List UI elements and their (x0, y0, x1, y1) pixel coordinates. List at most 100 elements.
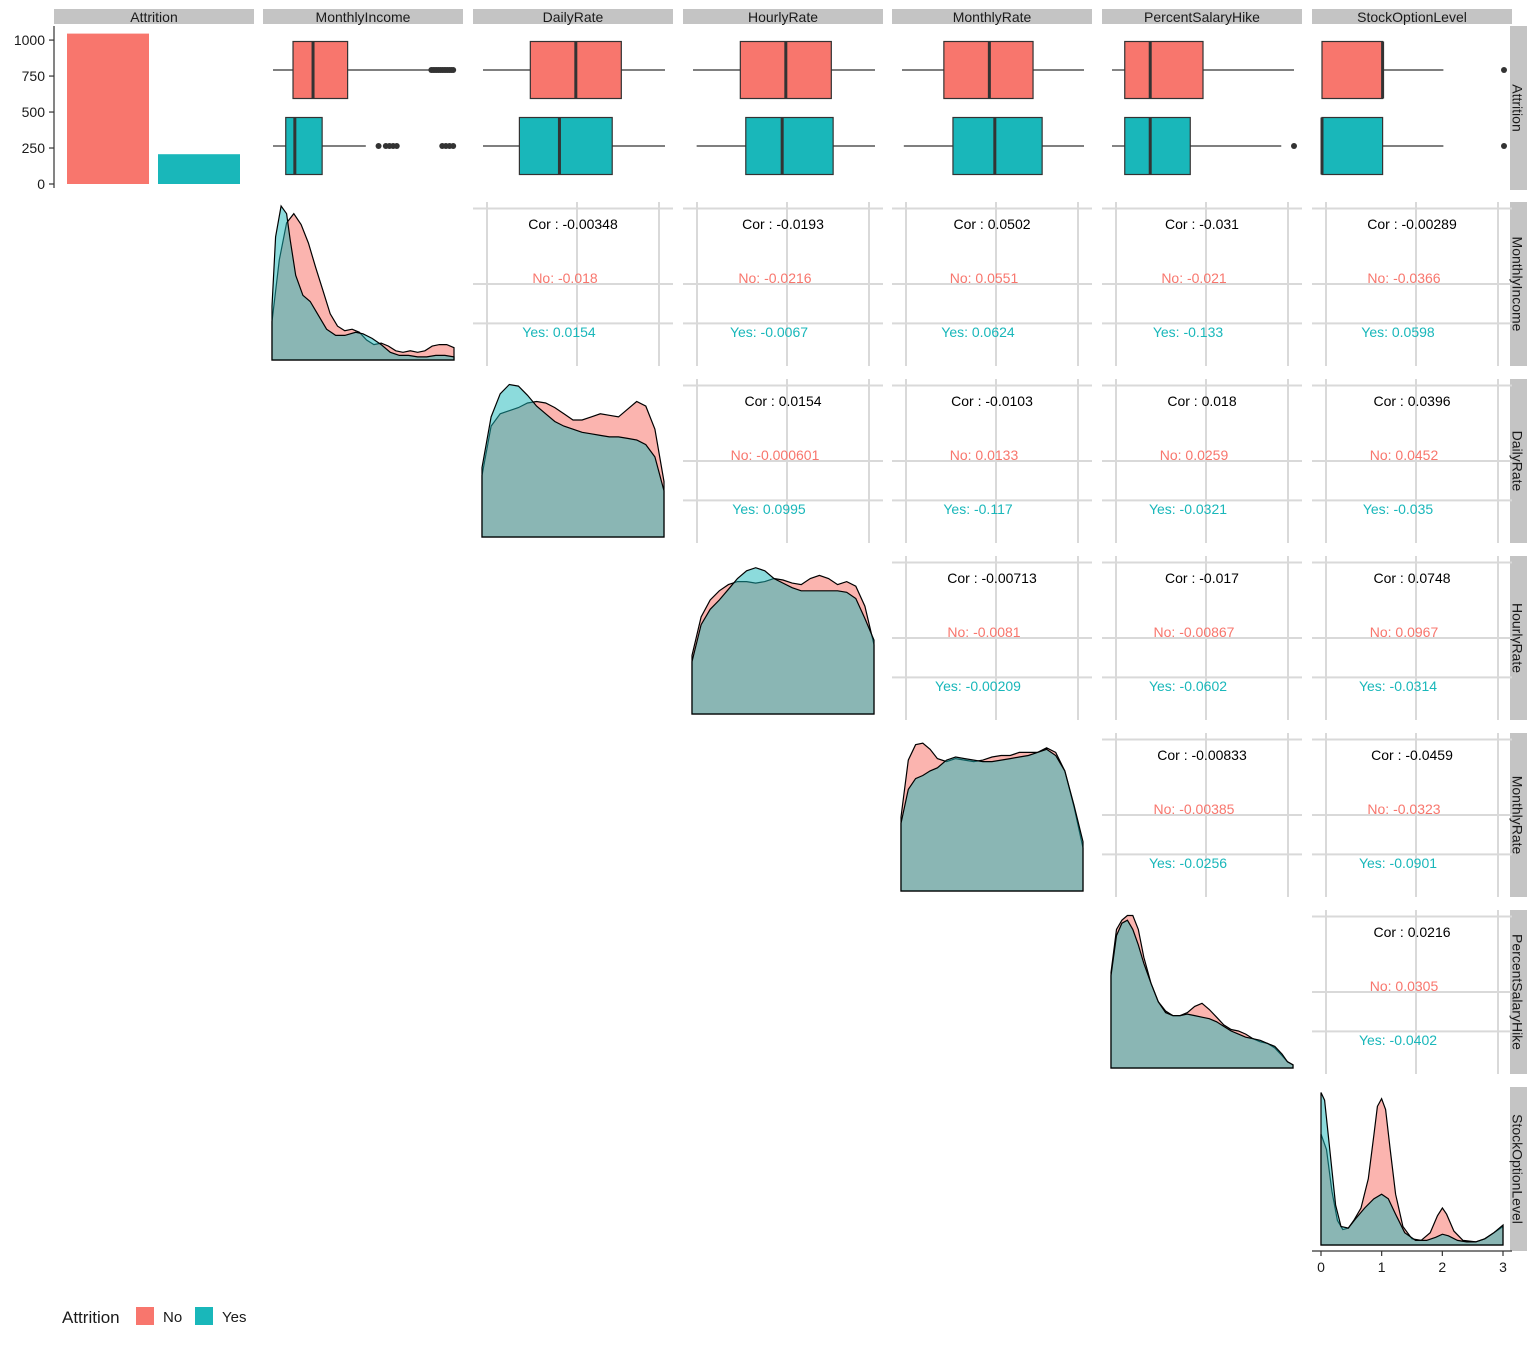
right-strip-label: MonthlyIncome (1510, 237, 1526, 332)
box (1124, 40, 1204, 100)
panel-cor-monthlyincome-dailyrate: Cor : -0.00348 No: -0.018 Yes: 0.0154 (473, 202, 673, 366)
panel-cor-monthlyincome-monthlyrate: Cor : 0.0502 No: 0.0551 Yes: 0.0624 (892, 202, 1092, 366)
panel-density-stockoptionlevel: 0 1 2 3 (1312, 1092, 1512, 1275)
panel-boxplot-stockoptionlevel (1320, 40, 1507, 176)
top-strip-bg (1312, 9, 1512, 24)
right-strip-label: MonthlyRate (1510, 776, 1526, 855)
cor-yes: Yes: -0.0256 (1149, 855, 1227, 871)
panel-cor-dailyrate-stockoptionlevel: Cor : 0.0396 No: 0.0452 Yes: -0.035 (1312, 379, 1512, 543)
density-yes (271, 204, 455, 361)
cor-no: No: 0.0259 (1160, 447, 1229, 463)
cor-yes: Yes: -0.0067 (730, 324, 808, 340)
panel-cor-monthlyincome-stockoptionlevel: Cor : -0.00289 No: -0.0366 Yes: 0.0598 (1312, 202, 1512, 366)
facet-strips: Attrition MonthlyIncome DailyRate HourlyRat… (54, 9, 1527, 1251)
top-strip-label: PercentSalaryHike (1144, 9, 1260, 25)
outlier-point (1501, 143, 1507, 149)
boxplot-yes (903, 116, 1084, 176)
cor-no: No: 0.0967 (1370, 624, 1439, 640)
legend-label-yes: Yes (222, 1309, 246, 1326)
top-strip-monthlyrate: MonthlyRate (892, 9, 1092, 25)
top-strip-monthlyincome: MonthlyIncome (263, 9, 463, 25)
cor-no: No: -0.000601 (731, 447, 820, 463)
box (1124, 116, 1191, 176)
top-strip-label: MonthlyIncome (316, 9, 411, 25)
cor-overall: Cor : -0.00713 (947, 570, 1037, 586)
box (952, 116, 1043, 176)
panel-density-dailyrate (481, 383, 665, 538)
panel-cor-monthlyrate-percentsalaryhike: Cor : -0.00833 No: -0.00385 Yes: -0.0256 (1102, 733, 1302, 897)
panel-cor-dailyrate-hourlyrate: Cor : 0.0154 No: -0.000601 Yes: 0.0995 (683, 379, 883, 543)
density-yes (481, 383, 665, 538)
top-strip-label: DailyRate (543, 9, 604, 25)
top-strip-bg (892, 9, 1092, 24)
panel-cor-monthlyincome-percentsalaryhike: Cor : -0.031 No: -0.021 Yes: -0.133 (1102, 202, 1302, 366)
legend-title: Attrition (62, 1308, 120, 1327)
cor-overall: Cor : -0.00833 (1157, 747, 1247, 763)
outlier-point (393, 143, 400, 149)
cor-yes: Yes: -0.035 (1363, 501, 1434, 517)
right-strip-bg (1510, 733, 1527, 897)
panel-cor-hourlyrate-percentsalaryhike: Cor : -0.017 No: -0.00867 Yes: -0.0602 (1102, 556, 1302, 720)
right-strip-monthlyrate: MonthlyRate (1510, 733, 1527, 897)
top-strip-bg (1102, 9, 1302, 24)
cor-yes: Yes: 0.0154 (522, 324, 596, 340)
cor-overall: Cor : 0.0748 (1373, 570, 1450, 586)
panel-cor-hourlyrate-monthlyrate: Cor : -0.00713 No: -0.0081 Yes: -0.00209 (892, 556, 1092, 720)
panel-density-percentsalaryhike (1110, 914, 1294, 1069)
cor-overall: Cor : 0.0216 (1373, 924, 1450, 940)
right-strip-bg (1510, 1087, 1527, 1251)
outlier-point (1501, 67, 1507, 73)
boxplot-yes (273, 116, 457, 176)
outlier-point (375, 143, 382, 149)
cor-no: No: -0.0081 (947, 624, 1020, 640)
cor-no: No: 0.0133 (950, 447, 1019, 463)
cor-yes: Yes: -0.0321 (1149, 501, 1227, 517)
top-strip-bg (683, 9, 883, 24)
right-strip-monthlyincome: MonthlyIncome (1510, 202, 1527, 366)
top-strip-label: HourlyRate (748, 9, 818, 25)
boxplot-yes (1320, 116, 1507, 176)
cor-no: No: -0.0366 (1367, 270, 1440, 286)
cor-yes: Yes: -0.117 (943, 501, 1012, 517)
density-yes (1110, 919, 1294, 1069)
facet-panels: 0 250 500 750 1000 Cor : -0.00348 No: -0.018 Ye… (14, 26, 1512, 1275)
cor-no: No: 0.0305 (1370, 978, 1439, 994)
density-yes (1320, 1092, 1504, 1246)
boxplot-no (693, 40, 875, 100)
right-strip-bg (1510, 910, 1527, 1074)
cor-yes: Yes: -0.0314 (1359, 678, 1437, 694)
panel-density-monthlyincome (271, 204, 455, 361)
cor-yes: Yes: 0.0995 (732, 501, 806, 517)
cor-no: No: -0.00385 (1154, 801, 1235, 817)
bar-no (67, 33, 149, 184)
cor-overall: Cor : -0.017 (1165, 570, 1239, 586)
outlier-point (1291, 143, 1297, 149)
boxplot-yes (696, 116, 875, 176)
cor-yes: Yes: -0.00209 (935, 678, 1021, 694)
right-strip-label: StockOptionLevel (1510, 1114, 1526, 1224)
right-strip-label: HourlyRate (1510, 603, 1526, 673)
cor-no: No: -0.0216 (738, 270, 811, 286)
y-tick-label: 250 (22, 140, 46, 156)
y-tick-label: 0 (37, 176, 45, 192)
bar-yes (158, 154, 240, 184)
box (745, 116, 834, 176)
cor-no: No: -0.00867 (1154, 624, 1235, 640)
top-strip-hourlyrate: HourlyRate (683, 9, 883, 25)
outlier-point (450, 143, 457, 149)
legend: Attrition No Yes (62, 1307, 246, 1327)
top-strip-attrition: Attrition (54, 9, 254, 25)
box (1321, 116, 1384, 176)
density-yes (691, 567, 875, 715)
boxplot-no (1112, 40, 1294, 100)
outlier-point (450, 67, 457, 73)
panel-cor-percentsalaryhike-stockoptionlevel: Cor : 0.0216 No: 0.0305 Yes: -0.0402 (1312, 910, 1512, 1074)
panel-boxplot-dailyrate (483, 40, 665, 176)
cor-overall: Cor : -0.00348 (528, 216, 618, 232)
top-strip-label: Attrition (130, 9, 177, 25)
top-strip-stockoptionlevel: StockOptionLevel (1312, 9, 1512, 25)
panel-density-monthlyrate (900, 742, 1084, 892)
cor-overall: Cor : 0.018 (1167, 393, 1236, 409)
right-strip-bg (1510, 26, 1527, 190)
panel-attrition-bar: 0 250 500 750 1000 (14, 26, 240, 192)
